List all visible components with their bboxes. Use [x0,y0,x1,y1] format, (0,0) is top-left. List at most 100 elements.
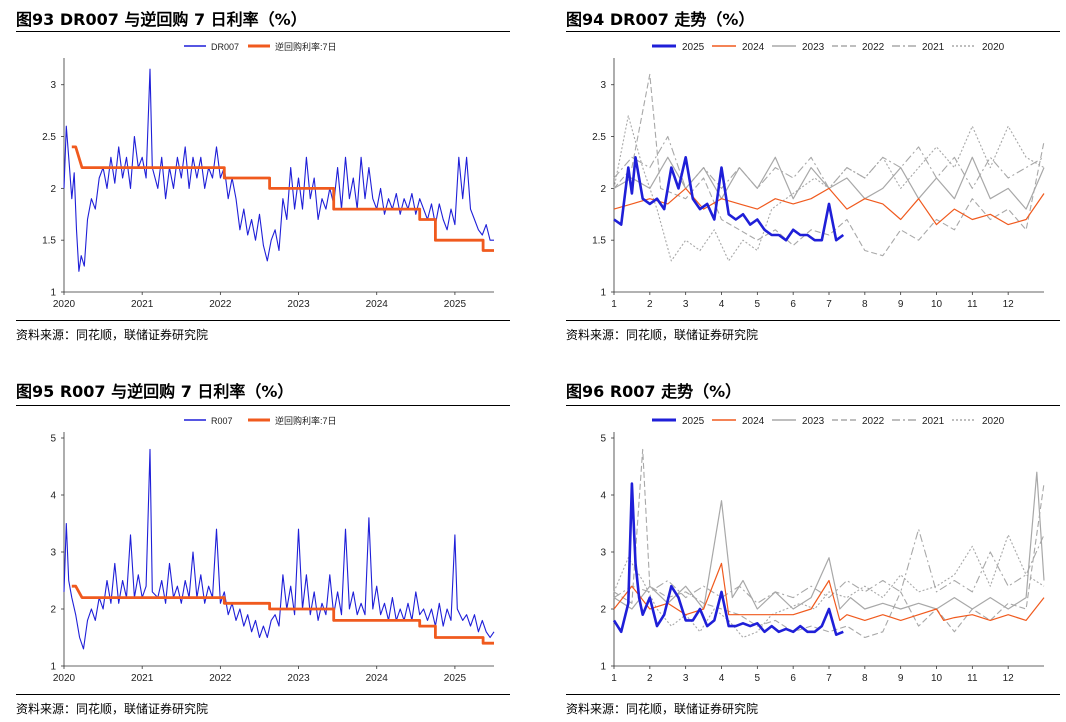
source-rule [16,694,510,695]
source-rule [566,320,1060,321]
x-tick-label: 1 [611,299,617,310]
y-tick-label: 3 [600,80,606,91]
legend-label: 2020 [982,42,1005,53]
x-tick-label: 10 [931,673,943,684]
chart-panel-95: 图95 R007 与逆回购 7 日利率（%） 1 2 3 4 5 2020 2021 2022… [16,372,510,722]
legend-label: 2022 [862,42,885,53]
x-tick-label: 1 [611,673,617,684]
y-tick-label: 5 [50,434,56,445]
title-rule [16,31,510,32]
series-line-2025 [612,482,844,636]
legend-label: 2020 [982,416,1005,427]
x-tick-label: 11 [967,299,978,310]
x-tick-label: 2 [647,673,653,684]
series-line-2024 [613,562,1045,621]
x-tick-label: 4 [719,673,725,684]
series-line-2021 [613,135,1045,189]
y-tick-label: 3 [50,548,56,559]
x-tick-label: 2020 [53,299,76,310]
x-tick-label: 4 [719,299,725,310]
y-tick-label: 4 [600,491,606,502]
x-tick-label: 12 [1003,299,1015,310]
series-line-R007 [63,448,495,650]
x-tick-label: 2021 [131,673,154,684]
y-tick-label: 5 [600,434,606,445]
y-tick-label: 1 [600,288,606,299]
x-tick-label: 2 [647,299,653,310]
x-tick-label: 3 [683,299,689,310]
x-tick-label: 9 [898,673,904,684]
x-tick-label: 3 [683,673,689,684]
chart-title: 图93 DR007 与逆回购 7 日利率（%） [16,10,307,29]
series-line-2025 [613,156,845,242]
series-line-2024 [613,187,1045,226]
series-line-2022 [613,73,1045,257]
series-line-DR007 [63,68,494,272]
x-tick-label: 12 [1003,673,1015,684]
series-line-2020 [613,115,1045,262]
chart-title: 图95 R007 与逆回购 7 日利率（%） [16,382,294,401]
y-tick-label: 2 [50,605,56,616]
legend-label: 2021 [922,416,945,427]
chart-panel-96: 图96 R007 走势（%） 1 2 3 4 5 1 2 3 4 5 6 7 8 9 10 11 12 2025 2… [566,372,1060,722]
x-tick-label: 11 [967,673,978,684]
x-tick-label: 2025 [444,673,467,684]
chart-panel-93: 图93 DR007 与逆回购 7 日利率（%） 1 1.5 2 2.5 3 2020 202… [16,0,510,350]
source-note: 资料来源：同花顺，联储证券研究院 [566,328,759,342]
x-tick-label: 9 [898,299,904,310]
x-tick-label: 5 [755,299,761,310]
y-tick-label: 1 [600,662,606,673]
y-tick-label: 1.5 [592,236,606,247]
y-tick-label: 3 [600,548,606,559]
x-tick-label: 2024 [366,673,389,684]
x-tick-label: 7 [826,673,832,684]
x-tick-label: 6 [790,299,796,310]
x-tick-label: 8 [862,673,868,684]
x-tick-label: 5 [755,673,761,684]
y-tick-label: 2 [50,184,56,195]
legend-label: 2021 [922,42,945,53]
title-rule [16,405,510,406]
x-tick-label: 2022 [209,299,232,310]
y-tick-label: 2.5 [592,132,606,143]
y-tick-label: 2 [600,184,606,195]
source-note: 资料来源：同花顺，联储证券研究院 [16,702,209,716]
source-rule [16,320,510,321]
x-tick-label: 10 [931,299,943,310]
x-tick-label: 2023 [287,673,310,684]
chart-title: 图94 DR007 走势（%） [566,10,755,29]
title-rule [566,405,1060,406]
legend-label: 2025 [682,42,705,53]
series-line-2021 [613,528,1045,604]
y-tick-label: 1 [50,662,56,673]
source-note: 资料来源：同花顺，联储证券研究院 [566,702,759,716]
x-tick-label: 8 [862,299,868,310]
y-tick-label: 2 [600,605,606,616]
y-tick-label: 1.5 [42,236,56,247]
chart-svg-95: 1 2 3 4 5 2020 2021 2022 2023 2024 2025 R007 逆回购利率:7… [50,415,495,684]
series-line-2023 [613,471,1045,610]
y-tick-label: 1 [50,288,56,299]
legend-label: 2024 [742,42,765,53]
chart-svg-93: 1 1.5 2 2.5 3 2020 2021 2022 2023 2024 2025 DR007 逆回… [42,41,494,310]
series-line-逆回购利率:7日 [71,145,494,252]
series-line-逆回购利率:7日 [71,584,494,645]
legend-label: DR007 [211,42,239,52]
x-tick-label: 2025 [444,299,467,310]
legend-label: 逆回购利率:7日 [275,41,337,52]
x-tick-label: 2023 [287,299,310,310]
chart-panel-94: 图94 DR007 走势（%） 1 1.5 2 2.5 3 1 2 3 4 5 6 7 8 9 10 11 12… [566,0,1060,350]
x-tick-label: 2022 [209,673,232,684]
series-line-2020 [613,534,1045,639]
x-tick-label: 6 [790,673,796,684]
legend-label: 2025 [682,416,705,427]
source-note: 资料来源：同花顺，联储证券研究院 [16,328,209,342]
x-tick-label: 7 [826,299,832,310]
y-tick-label: 4 [50,491,56,502]
chart-title: 图96 R007 走势（%） [566,382,742,401]
legend-label: 2022 [862,416,885,427]
title-rule [566,31,1060,32]
y-tick-label: 3 [50,80,56,91]
